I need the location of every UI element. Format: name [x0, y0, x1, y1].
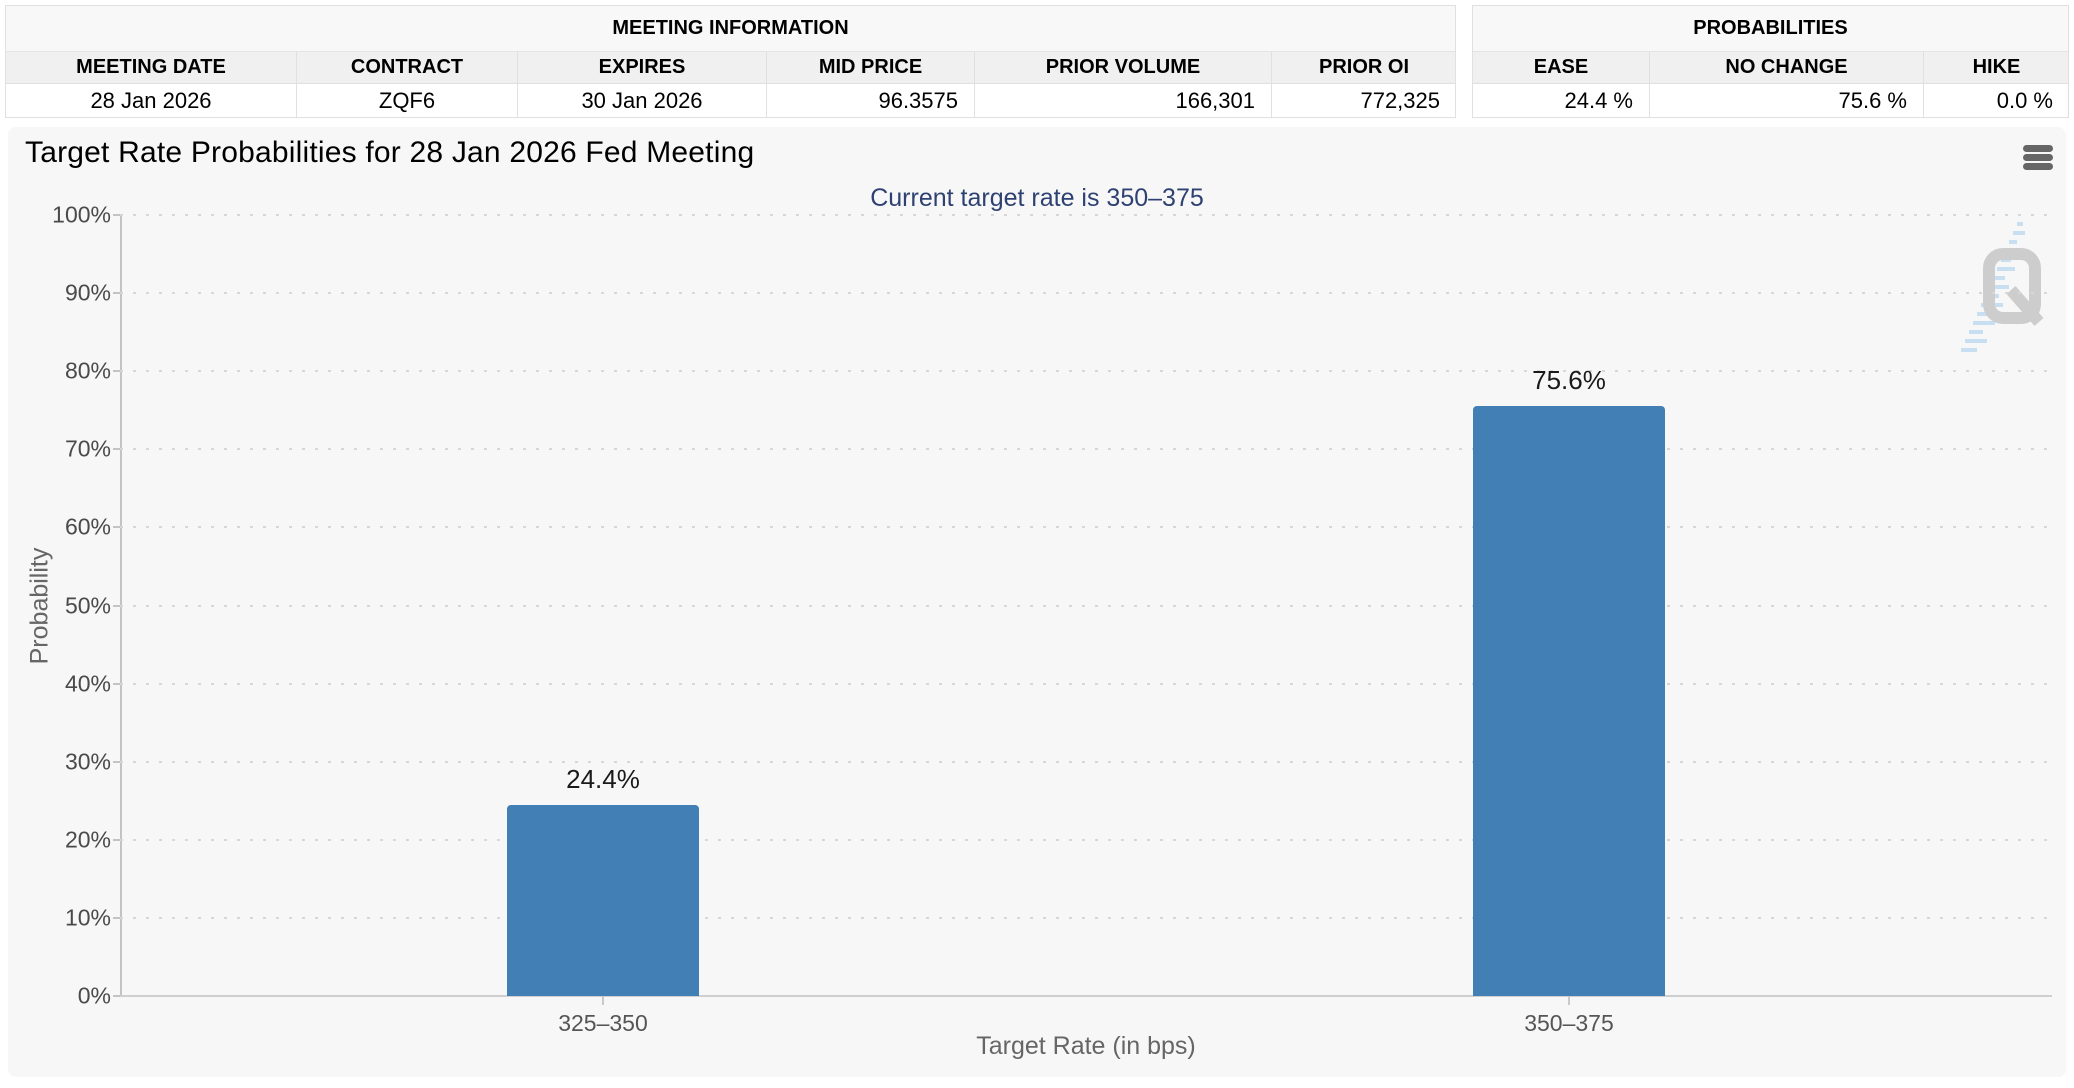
y-tick-label: 100%	[52, 201, 111, 228]
col-header-prior-volume: PRIOR VOLUME	[975, 52, 1272, 83]
gridline	[120, 214, 2052, 216]
y-tick-mark	[113, 838, 120, 841]
prior-volume-value: 166,301	[975, 84, 1272, 117]
x-tick-mark	[1568, 996, 1570, 1005]
y-tick-mark	[113, 995, 120, 997]
gridline	[120, 526, 2052, 529]
y-tick-mark	[113, 370, 120, 373]
chart-subtitle: Current target rate is 350–375	[870, 184, 1204, 212]
col-header-meeting-date: MEETING DATE	[6, 52, 297, 83]
mid-price-value: 96.3575	[767, 84, 975, 117]
col-header-no-change: NO CHANGE	[1650, 52, 1924, 83]
y-tick-mark	[113, 604, 120, 607]
probabilities-caption: PROBABILITIES	[1473, 6, 2068, 52]
x-category-label: 325–350	[558, 1010, 648, 1036]
y-tick-mark	[113, 760, 120, 763]
meeting-information-table: MEETING INFORMATION MEETING DATE CONTRAC…	[5, 5, 1456, 118]
quikstrike-logo-watermark	[1961, 222, 2044, 352]
gridline	[120, 604, 2052, 607]
plot-area: Probability 0% 10% 20% 30% 40% 50% 60% 70% 80% 90…	[26, 202, 2052, 1036]
col-header-contract: CONTRACT	[297, 52, 518, 83]
x-category-label: 350–375	[1524, 1010, 1614, 1036]
y-tick-label: 80%	[64, 357, 111, 384]
y-tick-mark	[113, 214, 120, 216]
y-tick-mark	[113, 448, 120, 451]
hamburger-icon	[2023, 154, 2053, 161]
col-header-expires: EXPIRES	[518, 52, 767, 83]
gridline	[120, 292, 2052, 295]
prior-oi-value: 772,325	[1360, 87, 1440, 113]
y-tick-label: 90%	[64, 279, 111, 306]
chart-title: Target Rate Probabilities for 28 Jan 202…	[25, 136, 755, 169]
x-axis-title: Target Rate (in bps)	[976, 1032, 1196, 1060]
y-tick-label: 50%	[64, 592, 111, 618]
col-header-mid-price: MID PRICE	[767, 52, 975, 83]
ease-value: 24.4 %	[1473, 84, 1650, 117]
hike-value: 0.0 %	[1996, 87, 2053, 113]
bar-value-label: 24.4%	[566, 764, 640, 795]
probabilities-table: PROBABILITIES EASE NO CHANGE HIKE 24.4 %…	[1472, 5, 2069, 118]
gridline	[120, 760, 2052, 763]
q-glyph	[1983, 248, 2044, 326]
y-tick-mark	[113, 916, 120, 919]
y-tick-mark	[113, 526, 120, 529]
y-tick-label: 70%	[64, 435, 111, 462]
col-header-hike: HIKE	[1972, 56, 2021, 78]
expires-value: 30 Jan 2026	[518, 84, 767, 117]
y-tick-label: 60%	[64, 513, 111, 540]
table-row: 28 Jan 2026 ZQF6 30 Jan 2026 96.3575 166…	[6, 84, 1455, 117]
hamburger-icon	[2023, 163, 2053, 170]
meeting-date-value: 28 Jan 2026	[6, 84, 297, 117]
y-tick-label: 10%	[64, 904, 111, 931]
table-row: 24.4 % 75.6 % 0.0 %	[1473, 84, 2068, 117]
gridline	[120, 448, 2052, 451]
y-tick-mark	[113, 292, 120, 295]
y-tick-label: 30%	[64, 748, 111, 775]
gridline	[120, 370, 2052, 373]
x-axis-line	[120, 995, 2052, 997]
gridline	[120, 916, 2052, 919]
gridline	[120, 682, 2052, 685]
bar-value-label: 75.6%	[1532, 364, 1606, 395]
y-axis-title: Probability	[25, 547, 54, 664]
col-header-ease: EASE	[1473, 52, 1650, 83]
gridline	[120, 838, 2052, 841]
y-tick-label: 40%	[64, 670, 111, 697]
bar-325–350[interactable]	[507, 805, 699, 996]
y-tick-label: 20%	[64, 826, 111, 853]
bar-350–375[interactable]	[1473, 405, 1665, 996]
y-tick-mark	[113, 682, 120, 685]
contract-value: ZQF6	[297, 84, 518, 117]
meeting-information-caption: MEETING INFORMATION	[6, 6, 1455, 52]
hamburger-icon	[2023, 145, 2053, 152]
chart-panel: Target Rate Probabilities for 28 Jan 202…	[8, 127, 2066, 1077]
y-tick-label: 0%	[77, 982, 111, 1009]
x-tick-mark	[602, 996, 604, 1005]
no-change-value: 75.6 %	[1650, 84, 1924, 117]
col-header-prior-oi: PRIOR OI	[1318, 56, 1409, 78]
chart-menu-button[interactable]	[2023, 145, 2053, 170]
